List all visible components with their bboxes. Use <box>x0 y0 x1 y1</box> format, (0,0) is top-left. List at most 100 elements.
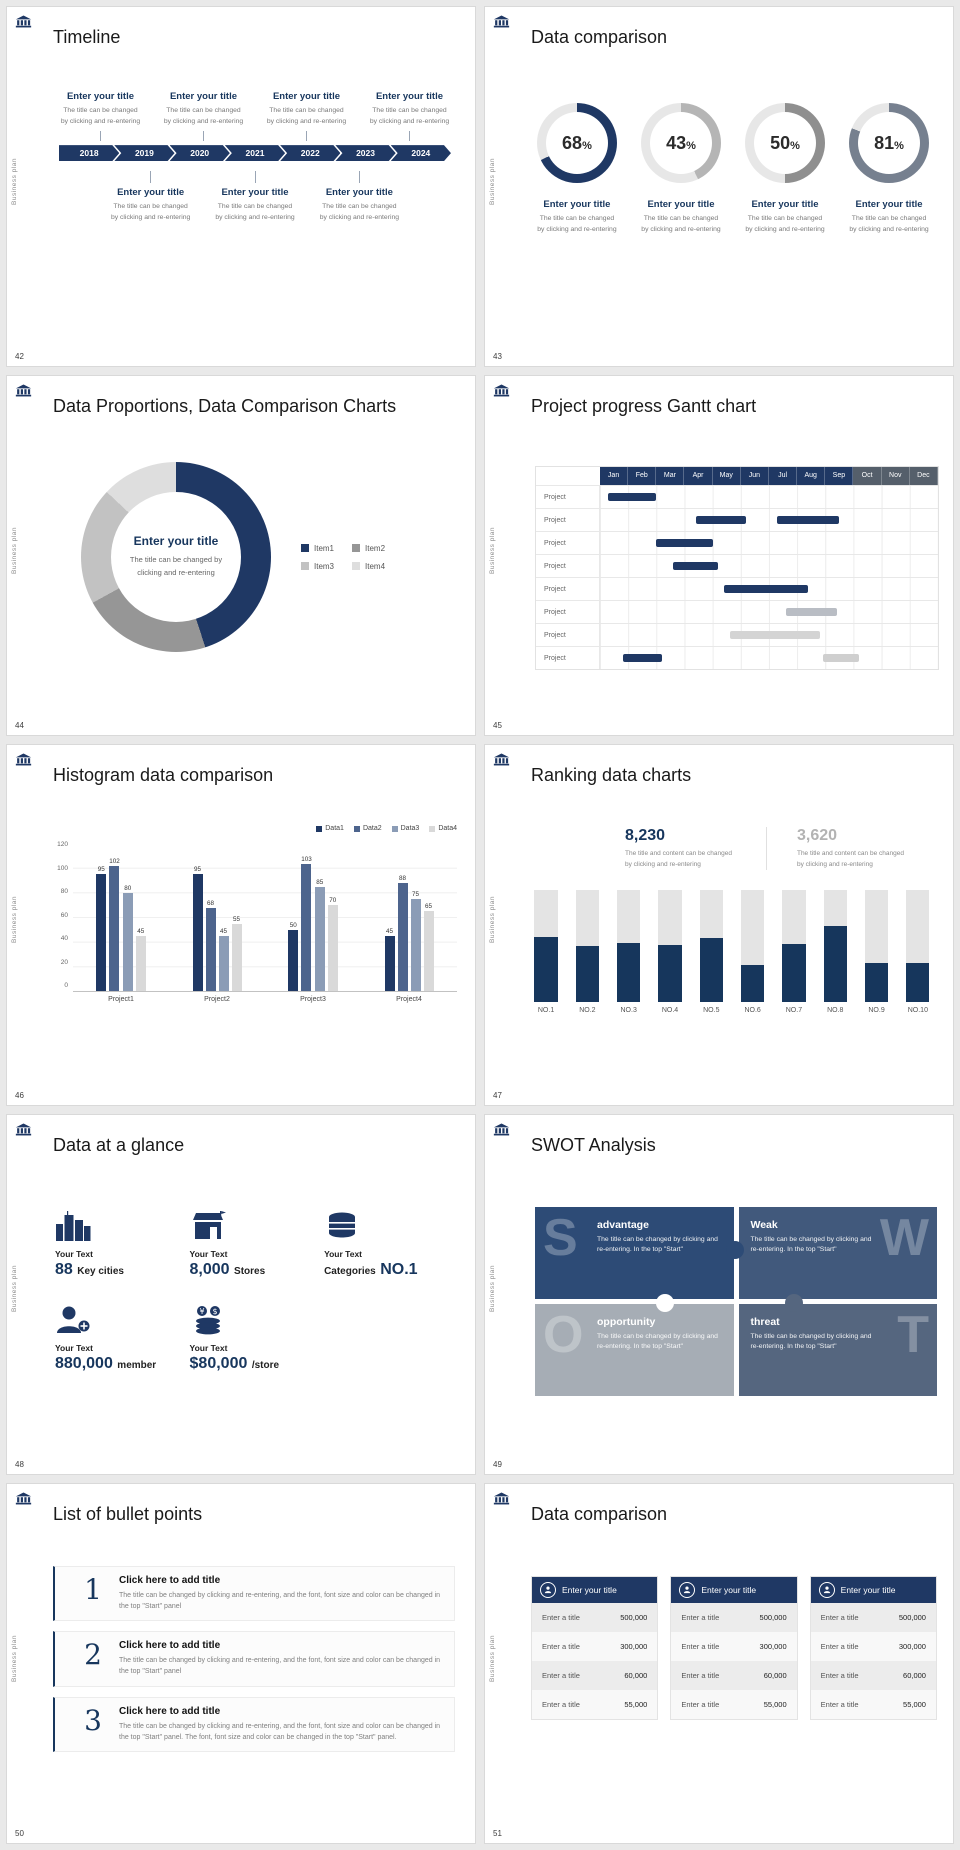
bar-wrap: 70 <box>327 897 338 992</box>
gantt-corner <box>536 467 600 486</box>
row-label: Enter a title <box>542 1612 580 1622</box>
card-row: Enter a title 300,000 <box>810 1631 936 1661</box>
donut-legend: Item1 Item2 Item3 Item4 <box>301 544 385 571</box>
gantt-month: Aug <box>797 467 826 486</box>
slide-50[interactable]: Business plan List of bullet points 1 Cl… <box>6 1482 476 1844</box>
legend-label: Data1 <box>325 825 344 833</box>
timeline-entry-caption: The title can be changed by clicking and … <box>158 106 249 127</box>
stat-suffix: Key cities <box>77 1265 124 1277</box>
timeline-entry: Enter your title The title can be change… <box>358 91 461 141</box>
legend-swatch <box>353 825 360 832</box>
card-title: Enter your title <box>562 1584 617 1595</box>
timeline-top-entries: Enter your title The title can be change… <box>49 91 461 141</box>
stats-row: Your Text 88 Key cities Your Text 8,000 … <box>55 1210 459 1305</box>
bar-cluster: 95 102 80 45 <box>73 858 169 992</box>
progress-ring-item: 81% Enter your title The title can be ch… <box>841 103 937 235</box>
swot-weakness-cell: W Weak The title can be changed by click… <box>738 1206 937 1299</box>
bullet-list: 1 Click here to add title The title can … <box>53 1565 455 1762</box>
ring-center: 43% <box>649 112 712 174</box>
slide-51[interactable]: Business plan Data comparison Enter your… <box>484 1482 954 1844</box>
swot-caption: The title can be changed by clicking and… <box>597 1332 718 1351</box>
stat-caption: The title and content can be changed by c… <box>625 849 732 870</box>
ranking-category-label: NO.7 <box>785 1007 803 1015</box>
card-row: Enter a title 500,000 <box>810 1602 936 1632</box>
stat-key-cities: Your Text 88 Key cities <box>55 1210 190 1279</box>
percent-sign: % <box>582 139 592 152</box>
slide-44[interactable]: Business plan Data Proportions, Data Com… <box>6 375 476 737</box>
gantt-header: Jan Feb Mar Apr May Jun Jul Aug Sep Oct Nov Dec <box>536 467 938 486</box>
vertical-label: Business plan <box>489 1634 496 1682</box>
gantt-bar <box>777 516 840 525</box>
ranking-category-label: NO.5 <box>703 1007 720 1015</box>
gantt-row-label: Project <box>536 578 600 601</box>
legend-label: Item1 <box>314 543 335 553</box>
swot-letter: S <box>543 1208 578 1267</box>
card-header: Enter your title <box>671 1576 797 1603</box>
ranking-bar-value <box>699 938 723 1003</box>
comparison-card: Enter your title Enter a title 500,000 En… <box>670 1575 798 1720</box>
timeline-entry-title: Enter your title <box>325 187 393 199</box>
slide-43[interactable]: Business plan Data comparison 68% Enter … <box>484 6 954 368</box>
bar <box>327 905 338 992</box>
timeline-entry: Enter your title The title can be change… <box>255 91 358 141</box>
stat-label: Your Text <box>189 1248 228 1259</box>
ring-caption: The title can be changed by clicking and … <box>529 214 625 235</box>
bar-value-label: 95 <box>193 866 201 874</box>
logo-icon <box>15 1123 32 1136</box>
logo-icon <box>493 1492 510 1505</box>
gantt-bar <box>608 493 657 502</box>
ranking-bar <box>782 890 806 1003</box>
stat-revenue-per-store: ¥ $ Your Text $80,000 /store <box>190 1305 325 1373</box>
timeline-entry-title: Enter your title <box>221 187 289 199</box>
slide-title: Data at a glance <box>53 1134 185 1155</box>
slide-title: Data Proportions, Data Comparison Charts <box>53 396 397 417</box>
caption-line: The title can be changed <box>322 203 397 211</box>
timeline-entry: Enter your title The title can be change… <box>49 91 152 141</box>
gantt-row: Project <box>536 600 938 624</box>
swot-caption: The title can be changed by clicking and… <box>750 1332 872 1351</box>
timeline-entry-title: Enter your title <box>272 91 341 102</box>
ring-number: 81% <box>874 133 904 154</box>
stat-categories: Your Text Categories NO.1 <box>324 1211 459 1279</box>
slide-49[interactable]: Business plan SWOT Analysis S advantage … <box>484 1113 954 1475</box>
percent-sign: % <box>686 139 696 152</box>
caption-line: by clicking and re-entering <box>625 860 701 868</box>
ranking-column: NO.5 <box>694 890 728 1014</box>
slide-42[interactable]: Business plan Timeline Enter your title … <box>6 6 476 368</box>
bullet-caption: The title can be changed by clicking and… <box>119 1722 441 1741</box>
bar-value-label: 85 <box>316 878 324 886</box>
timeline-entry-caption: The title can be changed by clicking and … <box>313 202 405 223</box>
person-icon <box>540 1581 556 1598</box>
timeline-entry: Enter your title The title can be change… <box>98 171 202 223</box>
slide-45[interactable]: Business plan Project progress Gantt cha… <box>484 375 954 737</box>
row-value: 500,000 <box>620 1612 648 1622</box>
vertical-label: Business plan <box>11 157 18 205</box>
bar-value-label: 45 <box>219 927 227 935</box>
bar-wrap: 45 <box>384 928 395 992</box>
ranking-bar-remainder <box>782 890 806 944</box>
bullet-text: Click here to add title The title can be… <box>119 1640 442 1677</box>
gantt-month: Nov <box>881 467 910 486</box>
gantt-bar <box>695 516 747 525</box>
slide-number: 43 <box>493 352 502 362</box>
slide-47[interactable]: Business plan Ranking data charts 8,230 … <box>484 744 954 1106</box>
gantt-month: Dec <box>909 467 938 486</box>
progress-ring-item: 68% Enter your title The title can be ch… <box>529 103 625 235</box>
gantt-bar <box>822 654 860 663</box>
ring-title: Enter your title <box>647 199 715 210</box>
stat-value: $80,000 <box>189 1354 248 1372</box>
bar-value-label: 45 <box>137 927 145 935</box>
slide-title: Data comparison <box>531 1503 668 1524</box>
slide-46[interactable]: Business plan Histogram data comparison … <box>6 744 476 1106</box>
caption-line: The title can be changed <box>539 215 615 222</box>
slide-48[interactable]: Business plan Data at a glance Your Text… <box>6 1113 476 1475</box>
stat-label: Your Text <box>324 1248 363 1259</box>
timeline-year: 2024 <box>391 145 451 161</box>
slide-number: 44 <box>15 721 24 731</box>
caption-line: by clicking and re-entering <box>110 213 191 221</box>
logo-icon <box>493 15 510 28</box>
ranking-category-label: NO.8 <box>827 1007 844 1015</box>
timeline-entry-caption: The title can be changed by clicking and … <box>55 106 146 127</box>
slide-number: 46 <box>15 1090 24 1100</box>
comparison-cards: Enter your title Enter a title 500,000 En… <box>531 1575 937 1720</box>
